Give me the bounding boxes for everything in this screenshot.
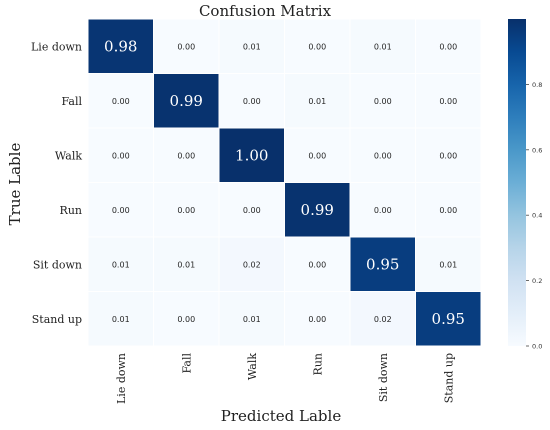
y-tick-labels: Lie down Fall Walk Run Sit down Stand up — [31, 40, 82, 326]
cell-value-label: 0.95 — [366, 255, 399, 273]
cell-value-label: 0.01 — [112, 315, 130, 324]
x-tick-label: Run — [311, 353, 324, 375]
colorbar-tick-label: 0.4 — [532, 212, 542, 220]
cell-value-label: 0.01 — [374, 42, 392, 51]
colorbar: 0.0 0.2 0.4 0.6 0.8 — [508, 19, 542, 351]
y-tick-label: Walk — [55, 149, 82, 162]
colorbar-tick-label: 0.6 — [532, 146, 542, 154]
cell-value-label: 0.00 — [243, 206, 261, 215]
cell-value-label: 0.01 — [177, 260, 195, 269]
cell-value-label: 0.00 — [439, 151, 457, 160]
heatmap-cell — [87, 236, 154, 292]
heatmap-cell — [284, 291, 351, 347]
cell-value-label: 0.99 — [301, 201, 334, 219]
heatmap-cell — [415, 73, 482, 129]
cell-value-label: 0.02 — [243, 260, 261, 269]
heatmap-cell — [349, 291, 416, 347]
heatmap-cell — [415, 18, 482, 74]
cell-value-label: 0.00 — [374, 97, 392, 106]
heatmap-cell — [415, 291, 482, 347]
cell-value-label: 0.00 — [243, 97, 261, 106]
x-tick-label: Lie down — [115, 353, 128, 404]
colorbar-tick-label: 0.2 — [532, 277, 542, 285]
heatmap-cell — [87, 291, 154, 347]
y-tick-label: Fall — [62, 95, 83, 108]
heatmap-cell — [349, 182, 416, 238]
heatmap-cell — [218, 236, 285, 292]
cell-value-label: 0.00 — [112, 97, 130, 106]
chart-title: Confusion Matrix — [199, 2, 332, 20]
cell-value-label: 0.00 — [374, 206, 392, 215]
cell-value-label: 0.01 — [439, 260, 457, 269]
heatmap-cell — [218, 18, 285, 74]
cell-value-label: 0.02 — [374, 315, 392, 324]
cell-value-label: 0.98 — [104, 37, 137, 55]
heatmap-cell — [349, 236, 416, 292]
y-tick-label: Stand up — [32, 313, 82, 326]
heatmap-cell — [349, 127, 416, 183]
heatmap-cell — [153, 73, 220, 129]
colorbar-tick-label: 0.8 — [532, 81, 542, 89]
cell-value-label: 0.00 — [439, 206, 457, 215]
y-tick-label: Sit down — [33, 258, 82, 271]
heatmap-cell — [218, 182, 285, 238]
heatmap-cell — [284, 182, 351, 238]
x-tick-labels: Lie down Fall Walk Run Sit down Stand up — [115, 353, 456, 404]
x-tick-label: Sit down — [377, 353, 390, 402]
heatmap-cells — [87, 18, 482, 347]
heatmap-cell-labels: 0.98 0.00 0.01 0.00 0.01 0.00 0.00 0.99 0.00 0.01… — [104, 37, 465, 328]
cell-value-label: 0.00 — [177, 42, 195, 51]
cell-value-label: 0.01 — [112, 260, 130, 269]
colorbar-gradient — [508, 19, 526, 346]
heatmap-cell — [284, 127, 351, 183]
cell-value-label: 0.00 — [308, 42, 326, 51]
cell-value-label: 0.00 — [308, 315, 326, 324]
heatmap-cell — [153, 18, 220, 74]
heatmap-cell — [153, 127, 220, 183]
heatmap-cell — [284, 236, 351, 292]
cell-value-label: 0.01 — [308, 97, 326, 106]
cell-value-label: 0.00 — [439, 42, 457, 51]
cell-value-label: 0.99 — [170, 92, 203, 110]
cell-value-label: 0.00 — [308, 151, 326, 160]
y-tick-label: Lie down — [31, 40, 82, 53]
y-tick-label: Run — [60, 204, 82, 217]
cell-value-label: 0.00 — [177, 315, 195, 324]
heatmap-cell — [87, 18, 154, 74]
cell-value-label: 0.00 — [439, 97, 457, 106]
cell-value-label: 0.00 — [112, 151, 130, 160]
y-axis-label: True Lable — [6, 143, 24, 226]
x-tick-label: Stand up — [442, 353, 455, 403]
colorbar-tick-label: 0.0 — [532, 343, 542, 351]
cell-value-label: 0.00 — [177, 151, 195, 160]
x-tick-label: Walk — [246, 353, 259, 380]
heatmap-cell — [153, 182, 220, 238]
cell-value-label: 0.01 — [243, 315, 261, 324]
heatmap-cell — [87, 182, 154, 238]
cell-value-label: 0.00 — [308, 260, 326, 269]
x-axis-label: Predicted Lable — [221, 407, 342, 425]
heatmap-cell — [415, 182, 482, 238]
cell-value-label: 0.95 — [432, 310, 465, 328]
heatmap-cell — [284, 73, 351, 129]
x-tick-label: Fall — [180, 353, 193, 374]
cell-value-label: 0.00 — [374, 151, 392, 160]
cell-value-label: 0.00 — [177, 206, 195, 215]
cell-value-label: 0.00 — [112, 206, 130, 215]
heatmap-cell — [415, 236, 482, 292]
heatmap-cell — [415, 127, 482, 183]
cell-value-label: 0.01 — [243, 42, 261, 51]
cell-value-label: 1.00 — [235, 146, 268, 164]
